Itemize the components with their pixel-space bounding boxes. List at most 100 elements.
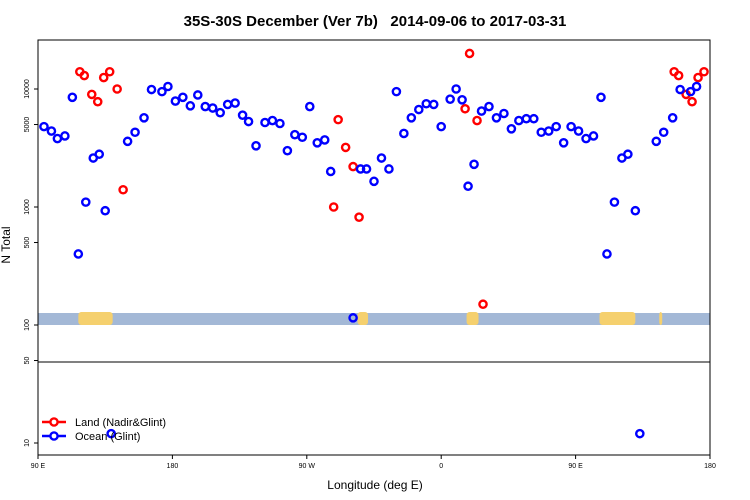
ocean-point [130,127,140,138]
ocean-point [52,133,63,144]
ocean-point [100,205,110,216]
ocean-point [361,164,372,174]
ocean-point [192,90,203,100]
ocean-point [658,127,669,138]
land-point [340,142,351,153]
land-point [92,96,103,107]
land-point [118,184,128,195]
land-patch [99,312,107,325]
land-patch [78,312,113,325]
land-point [693,72,703,83]
ocean-point [469,159,479,170]
x-axis-label: Longitude (deg E) [327,478,422,492]
ocean-point [445,94,455,104]
land-patch [466,312,479,325]
ocean-point [369,176,379,187]
land-point [104,66,115,77]
ocean-point [528,113,539,124]
plot-frame [37,39,711,456]
ocean-point [543,126,554,136]
land-point [464,48,475,59]
x-tick-label: 180 [704,463,716,470]
y-tick-label: 1000 [24,199,31,215]
y-tick-label: 10 [24,439,31,447]
legend-marker [49,417,59,427]
y-axis-label: N Total [0,226,13,263]
land-patch [357,312,369,325]
land-point [354,212,364,222]
ocean-point [73,249,84,259]
land-point [478,299,488,310]
ocean-point [521,113,532,124]
land-patch [84,312,89,325]
ocean-point [243,116,254,127]
ocean-point [325,166,336,177]
y-tick-label: 50 [24,357,31,365]
x-tick-label: 90 E [31,463,46,470]
chart-title: 35S-30S December (Ver 7b) 2014-09-06 to … [184,13,567,30]
ocean-point [39,121,49,132]
x-tick-label: 180 [167,463,179,470]
land-point [673,70,684,81]
land-point [79,70,90,81]
ocean-point [312,137,323,148]
y-tick-label: 500 [24,237,31,249]
ocean-point [635,428,645,439]
y-tick-label: 10000 [24,79,31,99]
land-mask-band [38,312,710,325]
ocean-point [376,153,387,163]
ocean-point [46,126,57,136]
ocean-point [428,99,439,110]
ocean-point [685,86,696,97]
ocean-point [157,86,167,97]
land-point [86,89,97,100]
land-point [460,103,470,114]
ocean-point [170,96,181,106]
ocean-point [596,92,606,103]
ocean-point [348,313,358,323]
ocean-point [609,197,620,207]
ocean-point [558,137,569,148]
legend-marker [49,431,59,441]
ocean-point [230,98,240,108]
ocean-point [106,428,116,439]
ocean-point [200,101,211,112]
ocean-point [304,101,315,112]
ocean-point [451,84,461,94]
x-tick-label: 0 [439,463,443,470]
axes: 90 E 180 90 W 0 90 E 180 10 50 100 500 1000 5000 100… [24,79,716,470]
ocean-point [297,132,308,143]
land-point [328,202,339,212]
land-point [112,84,122,94]
y-tick-label: 5000 [24,117,31,133]
ocean-point [536,127,547,138]
ocean-point [691,81,702,92]
ocean-point [260,117,270,128]
land-point [333,114,343,125]
ocean-band [38,313,710,325]
ocean-point [282,145,293,156]
ocean-point [251,141,261,151]
ocean-point [80,197,91,207]
ocean-point [215,107,225,118]
x-tick-label: 90 W [299,463,316,470]
ocean-point [491,113,502,123]
ocean-point [178,92,188,103]
ocean-point [139,113,149,123]
ocean-point [122,136,133,147]
ocean-point [588,131,599,141]
ocean-point [163,81,173,92]
ocean-point [60,131,70,141]
ocean-point [551,121,561,132]
ocean-point [667,113,678,123]
ocean-point [146,84,157,95]
land-point [687,96,697,107]
land-point [699,66,709,77]
ocean-point [237,110,248,120]
ocean-point [207,103,218,113]
ocean-point [275,118,285,129]
ocean-point [185,101,196,111]
land-point [472,115,482,126]
ocean-point [384,164,394,174]
